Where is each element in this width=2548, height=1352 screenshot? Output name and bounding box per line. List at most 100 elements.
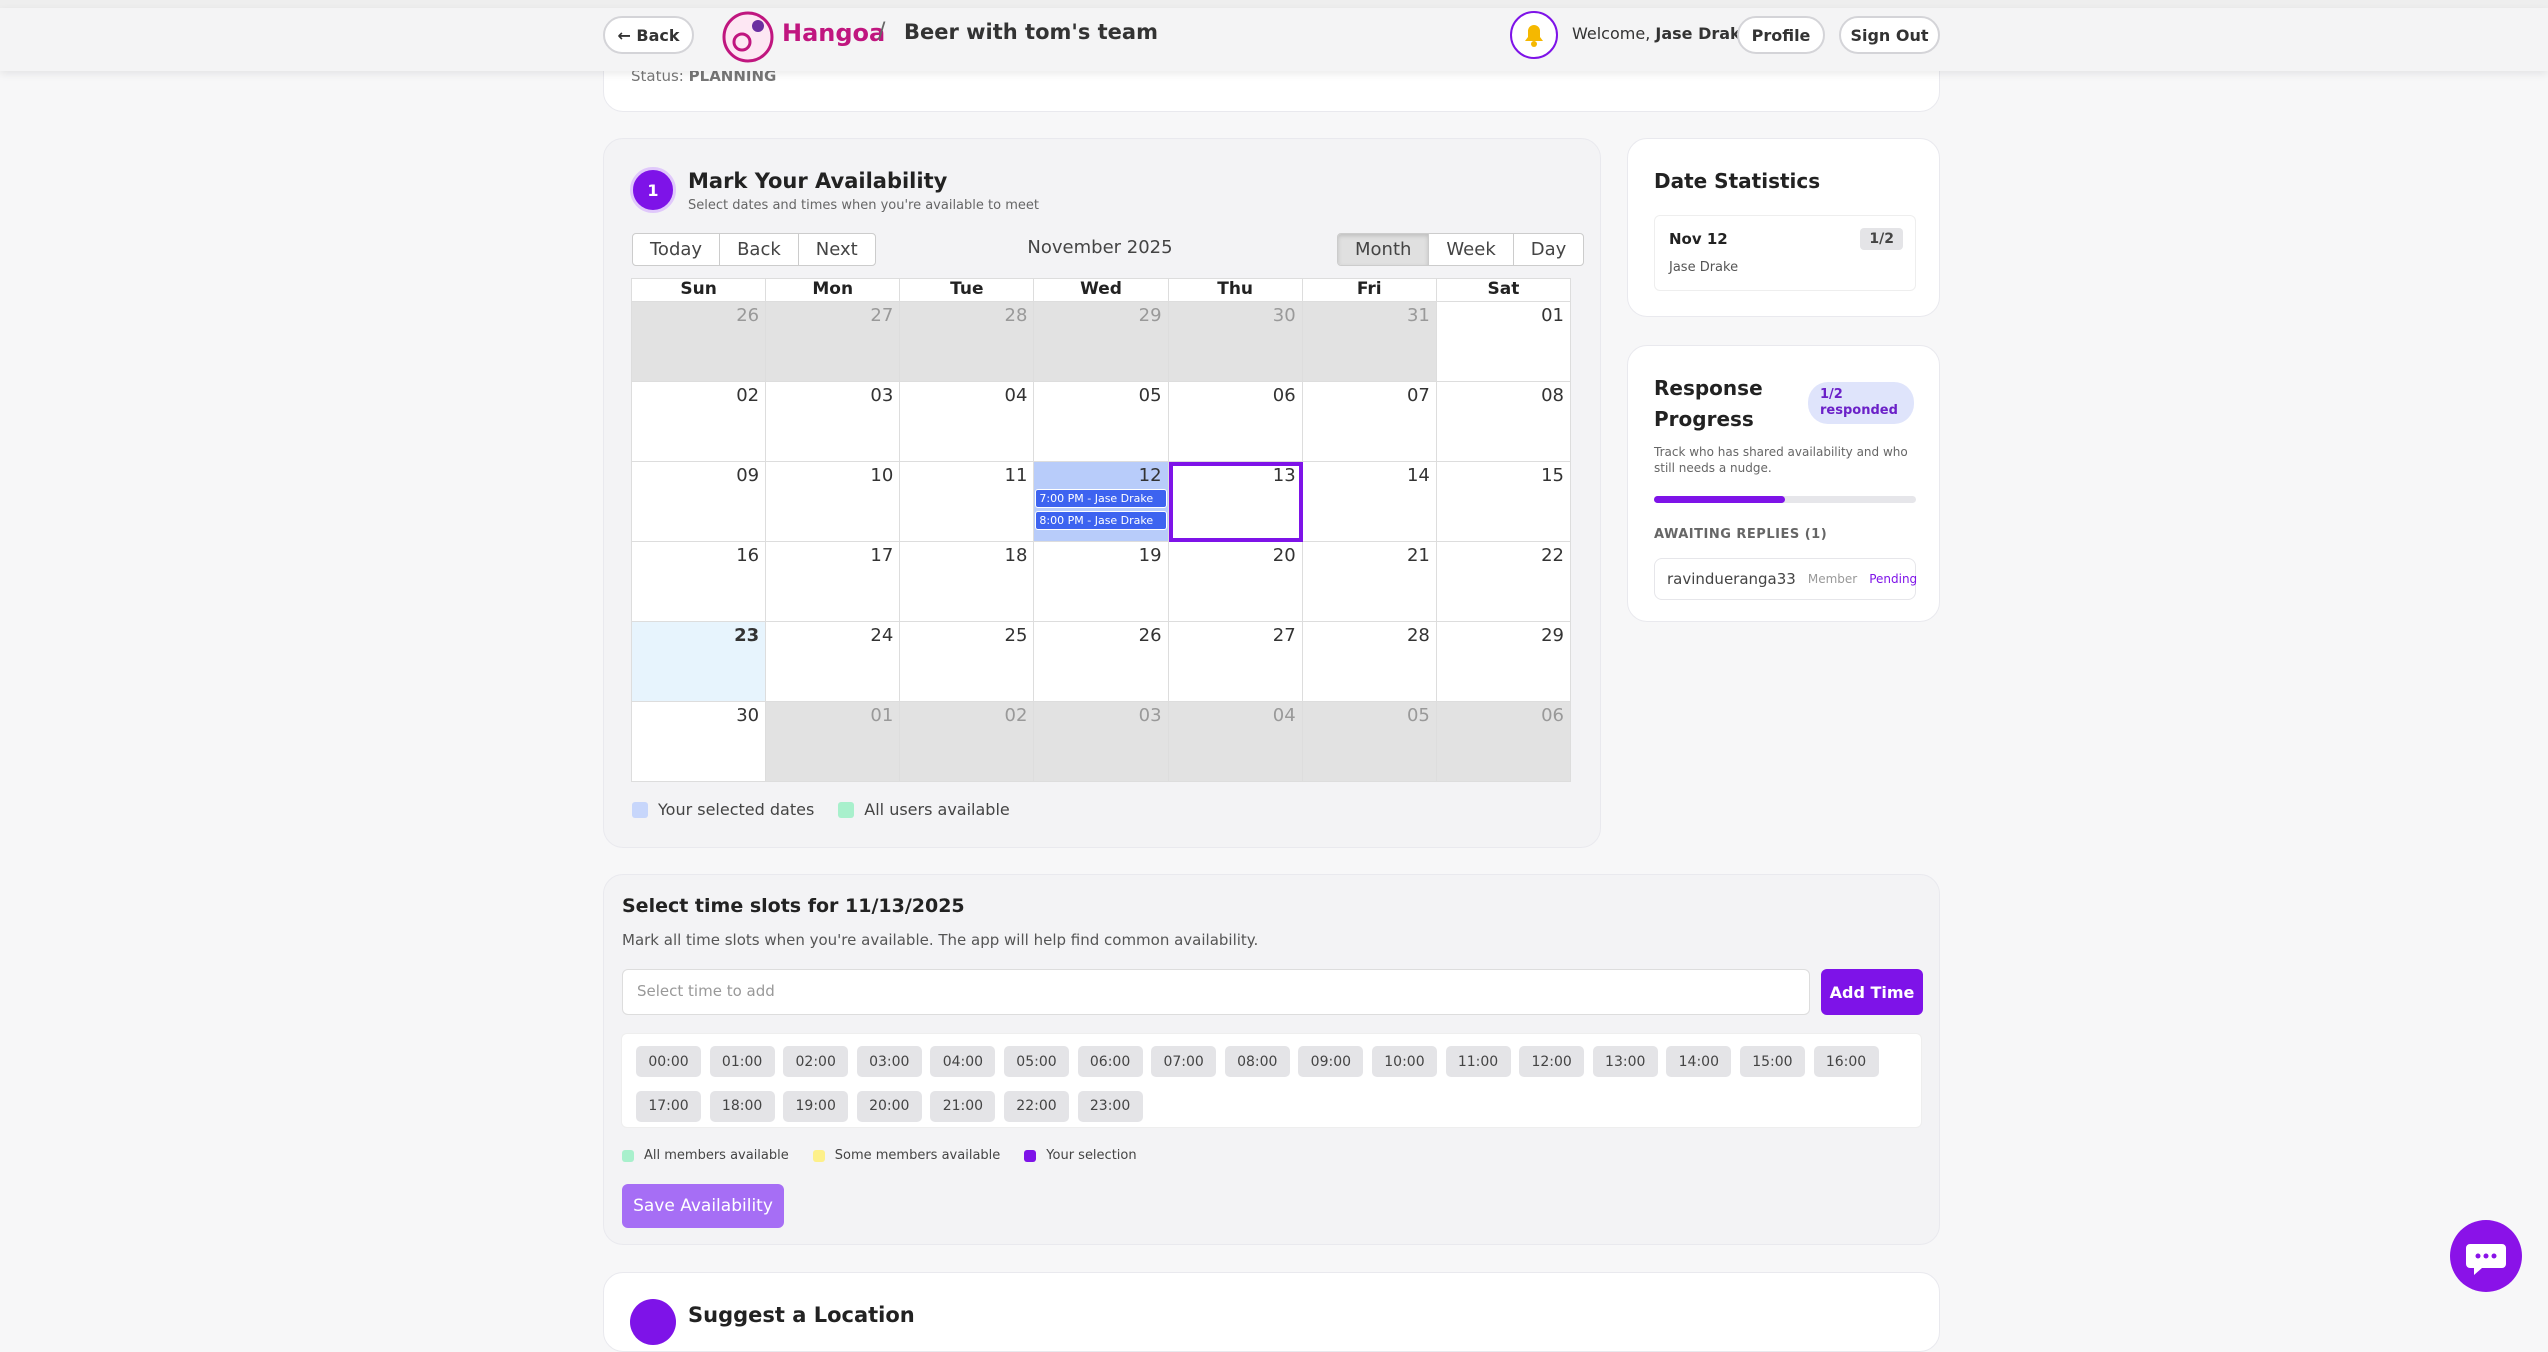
time-slot[interactable]: 21:00: [930, 1090, 996, 1122]
nav-button[interactable]: Today: [633, 234, 721, 265]
day-cell[interactable]: 25: [900, 622, 1035, 702]
day-cell[interactable]: 14: [1302, 462, 1437, 542]
day-cell[interactable]: 11: [900, 462, 1035, 542]
day-cell[interactable]: 29: [1436, 622, 1571, 702]
legend-swatch: [838, 801, 855, 818]
day-cell[interactable]: 20: [1168, 542, 1303, 622]
day-cell[interactable]: 29: [1034, 302, 1169, 382]
time-slot[interactable]: 02:00: [783, 1046, 849, 1077]
day-cell[interactable]: 17: [766, 542, 901, 622]
time-slot[interactable]: 01:00: [709, 1046, 775, 1077]
legend-item: All members available: [622, 1148, 789, 1163]
day-cell[interactable]: 16: [632, 542, 767, 622]
time-slot[interactable]: 18:00: [709, 1090, 775, 1122]
day-number: 13: [1272, 465, 1296, 486]
calendar-legend: Your selected dates All users available: [632, 800, 1010, 819]
day-cell[interactable]: 30: [632, 702, 767, 782]
day-cell[interactable]: 30: [1168, 302, 1303, 382]
time-input[interactable]: Select time to add: [622, 969, 1810, 1015]
response-badge: 1/2 responded: [1808, 382, 1914, 424]
time-slot[interactable]: 12:00: [1519, 1046, 1585, 1077]
day-cell[interactable]: 28: [1302, 622, 1437, 702]
time-slot[interactable]: 00:00: [636, 1046, 701, 1077]
day-cell[interactable]: 27: [766, 302, 901, 382]
day-cell[interactable]: 07: [1302, 382, 1437, 462]
day-cell[interactable]: 05: [1034, 382, 1169, 462]
day-cell[interactable]: 06: [1168, 382, 1303, 462]
day-number: 02: [736, 385, 760, 406]
day-cell[interactable]: 13: [1168, 462, 1303, 542]
time-slot[interactable]: 11:00: [1445, 1046, 1511, 1077]
day-cell[interactable]: 06: [1436, 702, 1571, 782]
day-cell[interactable]: 10: [766, 462, 901, 542]
time-slot[interactable]: 23:00: [1077, 1090, 1143, 1122]
time-slot[interactable]: 09:00: [1298, 1046, 1364, 1077]
day-cell[interactable]: 04: [900, 382, 1035, 462]
back-button[interactable]: ← Back: [603, 16, 694, 54]
day-number: 25: [1004, 625, 1028, 646]
time-slots-title: Select time slots for 11/13/2025: [622, 895, 965, 917]
time-slot[interactable]: 17:00: [636, 1090, 701, 1122]
day-cell[interactable]: 24: [766, 622, 901, 702]
add-time-button[interactable]: Add Time: [1821, 969, 1923, 1015]
view-button[interactable]: Week: [1429, 234, 1514, 265]
day-cell[interactable]: 02: [900, 702, 1035, 782]
time-slot[interactable]: 03:00: [856, 1046, 922, 1077]
day-cell[interactable]: 31: [1302, 302, 1437, 382]
save-button[interactable]: Save Availability: [622, 1184, 784, 1228]
day-cell[interactable]: 26: [632, 302, 767, 382]
time-slot[interactable]: 05:00: [1003, 1046, 1069, 1077]
time-slot[interactable]: 07:00: [1151, 1046, 1217, 1077]
view-button[interactable]: Month: [1338, 234, 1430, 265]
day-cell[interactable]: 18: [900, 542, 1035, 622]
day-cell[interactable]: 19: [1034, 542, 1169, 622]
separator: /: [878, 19, 886, 44]
section-title: Mark Your Availability: [688, 169, 948, 193]
day-cell[interactable]: 28: [900, 302, 1035, 382]
profile-button[interactable]: Profile: [1737, 16, 1825, 54]
day-cell[interactable]: 23: [632, 622, 767, 702]
day-number: 08: [1541, 385, 1564, 406]
time-slot[interactable]: 20:00: [856, 1090, 922, 1122]
day-cell[interactable]: 05: [1302, 702, 1437, 782]
day-cell[interactable]: 04: [1168, 702, 1303, 782]
day-cell[interactable]: 21: [1302, 542, 1437, 622]
time-slot[interactable]: 15:00: [1739, 1046, 1805, 1077]
day-cell[interactable]: 27: [1168, 622, 1303, 702]
day-cell[interactable]: 15: [1436, 462, 1571, 542]
time-slot[interactable]: 08:00: [1224, 1046, 1290, 1077]
day-cell[interactable]: 03: [1034, 702, 1169, 782]
weekday-label: Thu: [1168, 279, 1303, 302]
view-button[interactable]: Day: [1530, 239, 1567, 260]
status-label: Status:: [631, 67, 684, 85]
time-slot[interactable]: 06:00: [1077, 1046, 1143, 1077]
time-slot[interactable]: 19:00: [783, 1090, 849, 1122]
day-cell[interactable]: 08: [1436, 382, 1571, 462]
day-cell[interactable]: 01: [766, 702, 901, 782]
chat-button[interactable]: [2450, 1220, 2522, 1292]
time-slot[interactable]: 13:00: [1592, 1046, 1658, 1077]
member-role: Member: [1807, 572, 1858, 586]
day-cell[interactable]: 26: [1034, 622, 1169, 702]
day-cell[interactable]: 03: [766, 382, 901, 462]
awaiting-label: AWAITING REPLIES (1): [1654, 527, 1828, 542]
event[interactable]: 8:00 PM - Jase Drake: [1035, 511, 1167, 530]
nav-button[interactable]: Next: [815, 239, 858, 260]
day-number: 03: [1138, 705, 1162, 726]
nav-button[interactable]: Back: [720, 234, 799, 265]
status-value: PLANNING: [688, 67, 777, 85]
time-slot[interactable]: 22:00: [1003, 1090, 1069, 1122]
day-cell[interactable]: 02: [632, 382, 767, 462]
sign-out-button[interactable]: Sign Out: [1839, 16, 1940, 54]
time-slot[interactable]: 10:00: [1371, 1046, 1437, 1077]
time-slot[interactable]: 16:00: [1813, 1046, 1879, 1077]
notification-bell[interactable]: [1509, 10, 1559, 60]
day-cell[interactable]: 12 7:00 PM - Jase Drake 8:00 PM - Jase Dra…: [1034, 462, 1169, 542]
brand: Hangoa: [782, 19, 886, 47]
time-slot[interactable]: 04:00: [930, 1046, 996, 1077]
day-cell[interactable]: 09: [632, 462, 767, 542]
event[interactable]: 7:00 PM - Jase Drake: [1035, 489, 1167, 508]
day-cell[interactable]: 22: [1436, 542, 1571, 622]
day-cell[interactable]: 01: [1436, 302, 1571, 382]
time-slot[interactable]: 14:00: [1666, 1046, 1732, 1077]
